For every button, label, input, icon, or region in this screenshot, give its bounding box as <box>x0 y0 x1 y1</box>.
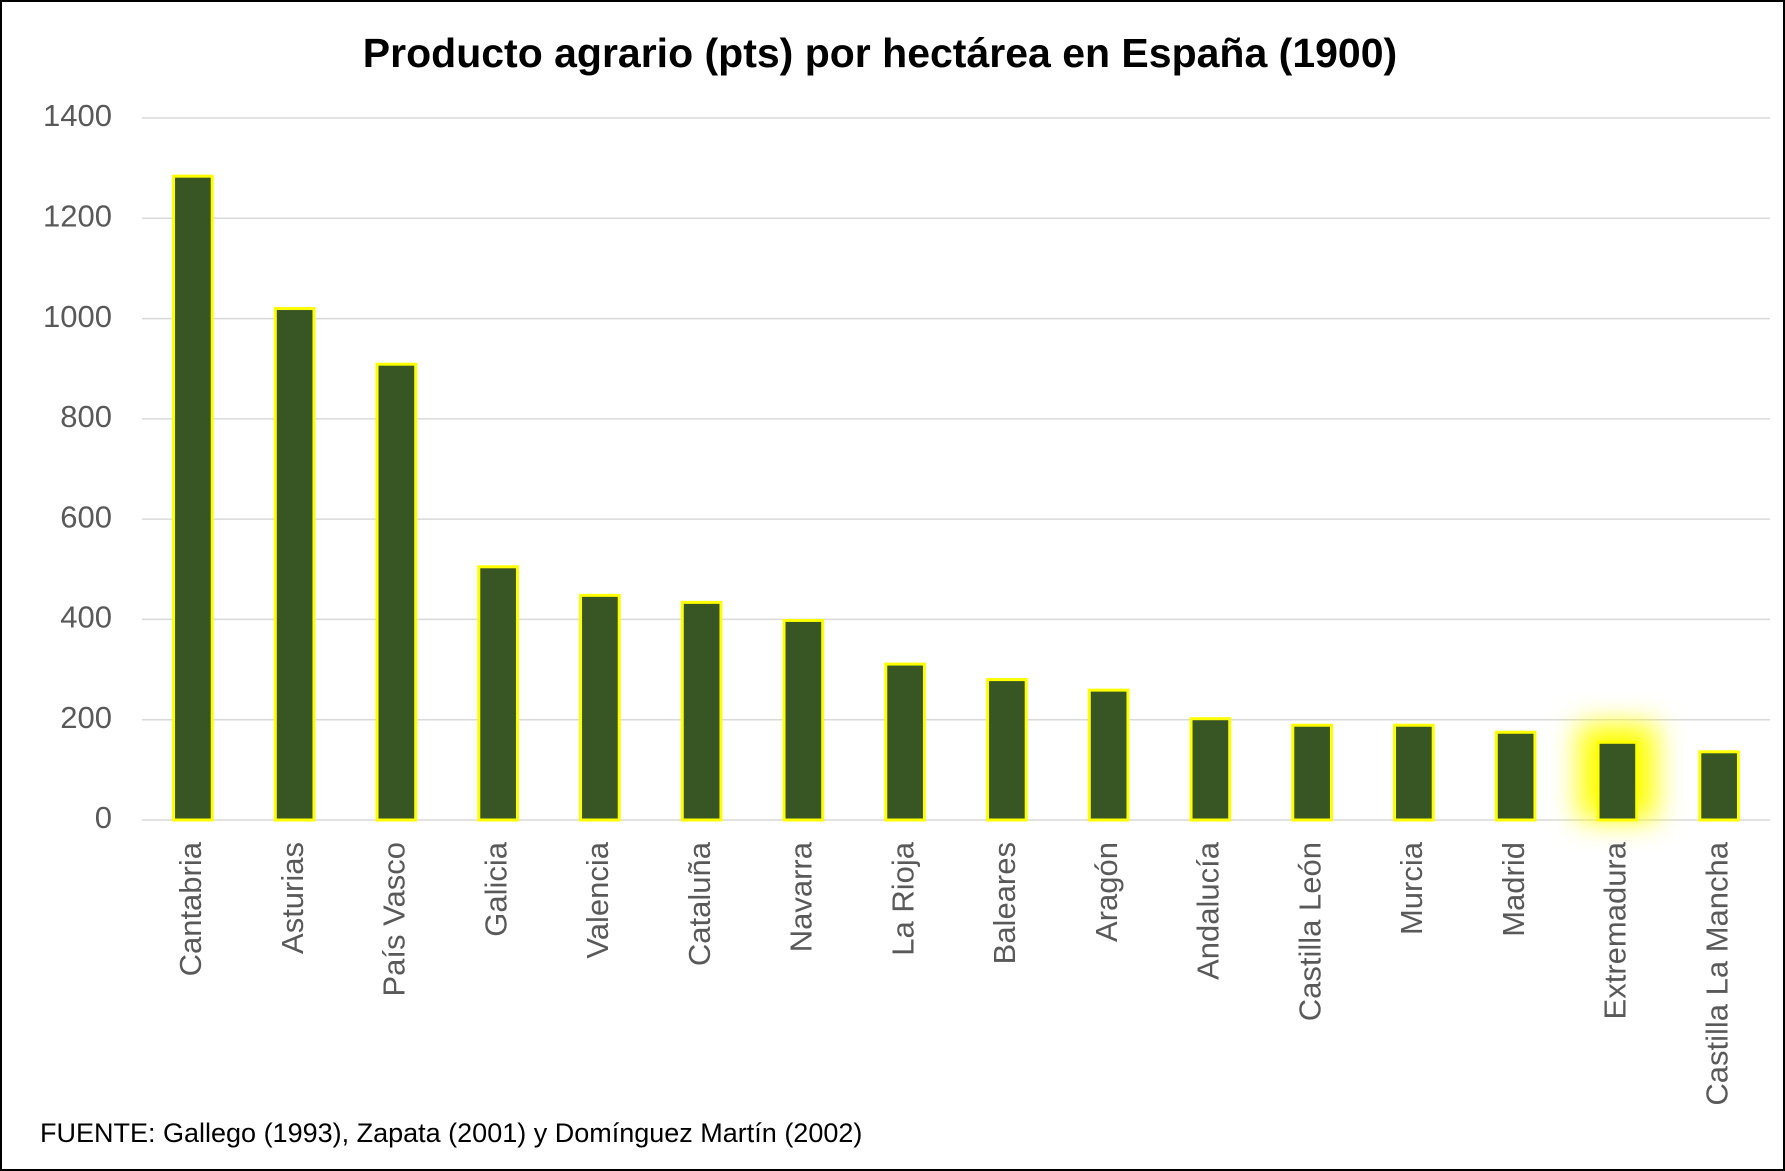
x-tick-label: Aragón <box>1089 842 1124 942</box>
bar <box>1698 750 1740 822</box>
x-tick-label: Murcia <box>1394 841 1429 935</box>
bar <box>1189 717 1232 822</box>
bar <box>1393 723 1435 822</box>
bar <box>1291 723 1333 822</box>
x-tick-label: Madrid <box>1496 842 1531 937</box>
y-tick-label: 1200 <box>43 198 112 233</box>
x-tick-label: Castilla León <box>1292 842 1327 1021</box>
y-tick-label: 600 <box>60 499 112 534</box>
x-tick-label: Baleares <box>987 842 1022 964</box>
x-tick-label: Navarra <box>784 841 819 952</box>
bar <box>1087 688 1130 822</box>
x-tick-label: Extremadura <box>1598 841 1633 1019</box>
y-tick-label: 400 <box>60 600 112 635</box>
x-tick-label: Cataluña <box>682 841 717 966</box>
bar <box>375 362 418 822</box>
bar <box>1494 730 1537 822</box>
x-tick-label: País Vasco <box>377 842 412 997</box>
x-tick-label: Galicia <box>478 841 513 937</box>
bar <box>1596 740 1639 822</box>
y-tick-label: 0 <box>95 800 112 835</box>
bar <box>680 600 723 822</box>
chart-title: Producto agrario (pts) por hectárea en E… <box>363 30 1397 76</box>
bar <box>273 307 316 822</box>
x-tick-label: La Rioja <box>885 841 920 955</box>
y-tick-label: 1000 <box>43 299 112 334</box>
x-tick-label: Castilla La Mancha <box>1699 841 1734 1105</box>
x-tick-label: Asturias <box>275 842 310 954</box>
bar <box>579 593 621 822</box>
y-tick-label: 800 <box>60 399 112 434</box>
x-tick-label: Cantabria <box>173 841 208 976</box>
x-tick-label: Valencia <box>580 841 615 958</box>
y-tick-label: 200 <box>60 700 112 735</box>
y-tick-label: 1400 <box>43 98 112 133</box>
bar <box>884 662 926 822</box>
source-note: FUENTE: Gallego (1993), Zapata (2001) y … <box>40 1118 862 1148</box>
x-tick-label: Andalucía <box>1191 841 1226 980</box>
bar <box>477 565 519 822</box>
bar <box>986 678 1028 822</box>
bar <box>172 174 214 822</box>
bar <box>782 618 825 822</box>
